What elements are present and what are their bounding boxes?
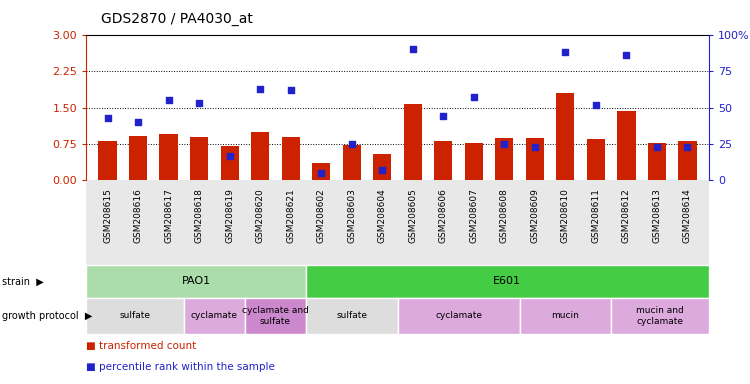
Bar xyxy=(312,164,330,180)
Text: sulfate: sulfate xyxy=(119,311,151,320)
Text: cyclamate: cyclamate xyxy=(191,311,238,320)
Text: mucin and
cyclamate: mucin and cyclamate xyxy=(636,306,684,326)
Bar xyxy=(678,141,697,180)
Bar xyxy=(404,104,422,180)
Point xyxy=(163,97,175,103)
Bar xyxy=(373,154,392,180)
Point xyxy=(101,115,113,121)
Point xyxy=(285,87,297,93)
Point xyxy=(560,49,572,55)
Bar xyxy=(160,134,178,180)
Text: ■ percentile rank within the sample: ■ percentile rank within the sample xyxy=(86,362,275,372)
Text: strain  ▶: strain ▶ xyxy=(2,276,44,286)
Bar xyxy=(648,143,666,180)
Bar xyxy=(281,137,300,180)
Text: GDS2870 / PA4030_at: GDS2870 / PA4030_at xyxy=(101,12,253,25)
Bar xyxy=(465,143,483,180)
Bar xyxy=(586,139,605,180)
Bar xyxy=(98,141,117,180)
Point xyxy=(406,46,418,52)
Point xyxy=(376,167,388,173)
Bar xyxy=(617,111,635,180)
Text: cyclamate: cyclamate xyxy=(435,311,482,320)
Point xyxy=(224,152,236,159)
Text: mucin: mucin xyxy=(551,311,579,320)
Text: ■ transformed count: ■ transformed count xyxy=(86,341,196,351)
Bar xyxy=(190,137,209,180)
Point xyxy=(468,94,480,100)
Point xyxy=(651,144,663,150)
Point xyxy=(346,141,358,147)
Text: PAO1: PAO1 xyxy=(182,276,211,286)
Text: sulfate: sulfate xyxy=(336,311,368,320)
Bar xyxy=(556,93,574,180)
Bar xyxy=(251,132,269,180)
Point xyxy=(590,101,602,108)
Text: cyclamate and
sulfate: cyclamate and sulfate xyxy=(242,306,309,326)
Point xyxy=(194,100,206,106)
Point xyxy=(498,141,510,147)
Point xyxy=(315,170,327,176)
Bar xyxy=(343,146,361,180)
Point xyxy=(437,113,449,119)
Point xyxy=(132,119,144,125)
Point xyxy=(620,52,632,58)
Bar xyxy=(129,136,147,180)
Bar xyxy=(495,138,514,180)
Bar xyxy=(220,146,238,180)
Bar xyxy=(434,141,452,180)
Point xyxy=(682,144,694,150)
Text: growth protocol  ▶: growth protocol ▶ xyxy=(2,311,93,321)
Point xyxy=(529,144,541,150)
Text: E601: E601 xyxy=(494,276,521,286)
Point xyxy=(254,86,266,92)
Bar xyxy=(526,138,544,180)
